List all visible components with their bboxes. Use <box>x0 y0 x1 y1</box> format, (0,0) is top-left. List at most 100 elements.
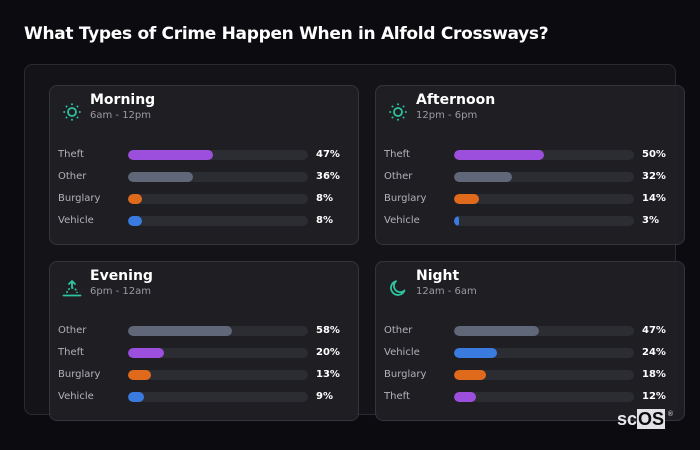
bar-track <box>454 172 634 182</box>
bar-value: 3% <box>642 215 659 226</box>
bar-label: Vehicle <box>58 391 94 402</box>
bar-fill <box>128 172 193 182</box>
bar-label: Theft <box>384 391 410 402</box>
scos-logo: scOS ® <box>617 409 673 429</box>
bar-fill <box>454 326 539 336</box>
page-title: What Types of Crime Happen When in Alfol… <box>24 24 549 44</box>
bar-value: 20% <box>316 347 340 358</box>
bar-value: 47% <box>316 149 340 160</box>
bar-value: 9% <box>316 391 333 402</box>
card-time-range: 12pm - 6pm <box>416 110 478 121</box>
bar-value: 8% <box>316 215 333 226</box>
bar-track <box>128 370 308 380</box>
bar-track <box>128 150 308 160</box>
card-time-range: 6am - 12pm <box>90 110 152 121</box>
bar-label: Other <box>384 325 413 336</box>
registered-mark: ® <box>667 411 674 418</box>
bar-track <box>454 150 634 160</box>
card-time-range: 6pm - 12am <box>90 286 152 297</box>
card-time-range: 12am - 6am <box>416 286 477 297</box>
bar-label: Vehicle <box>384 215 420 226</box>
bar-row-other: Other 58% <box>58 324 358 346</box>
moon-icon <box>390 280 406 296</box>
card-title: Night <box>416 268 460 284</box>
card-morning: Morning 6am - 12pm Theft 47% Other 36% Burgl… <box>49 85 359 245</box>
bar-fill <box>128 370 152 380</box>
bar-fill <box>454 150 544 160</box>
bar-row-vehicle: Vehicle 3% <box>384 214 684 236</box>
bar-fill <box>454 194 480 204</box>
bar-row-burglary: Burglary 13% <box>58 368 358 390</box>
bar-row-vehicle: Vehicle 9% <box>58 390 358 412</box>
bar-list: Theft 47% Other 36% Burglary 8% Vehicle 8% <box>58 148 358 236</box>
bar-track <box>454 326 634 336</box>
bar-track <box>454 348 634 358</box>
bar-value: 13% <box>316 369 340 380</box>
bar-fill <box>128 150 213 160</box>
bar-label: Other <box>384 171 413 182</box>
bar-value: 18% <box>642 369 666 380</box>
bar-fill <box>454 392 476 402</box>
bar-list: Other 58% Theft 20% Burglary 13% Vehicle 9% <box>58 324 358 412</box>
bar-value: 50% <box>642 149 666 160</box>
bar-fill <box>128 216 143 226</box>
bar-row-vehicle: Vehicle 8% <box>58 214 358 236</box>
bar-row-theft: Theft 50% <box>384 148 684 170</box>
bar-row-other: Other 32% <box>384 170 684 192</box>
bar-fill <box>454 348 498 358</box>
bar-row-theft: Theft 20% <box>58 346 358 368</box>
bar-value: 58% <box>316 325 340 336</box>
bar-fill <box>454 216 460 226</box>
bar-row-burglary: Burglary 8% <box>58 192 358 214</box>
card-title: Morning <box>90 92 156 108</box>
bar-track <box>454 216 634 226</box>
bar-fill <box>128 348 164 358</box>
bar-list: Theft 50% Other 32% Burglary 14% Vehicle 3% <box>384 148 684 236</box>
bar-label: Vehicle <box>58 215 94 226</box>
bar-track <box>128 392 308 402</box>
bar-row-burglary: Burglary 14% <box>384 192 684 214</box>
bar-value: 47% <box>642 325 666 336</box>
bar-label: Other <box>58 171 87 182</box>
card-afternoon: Afternoon 12pm - 6pm Theft 50% Other 32% Bur… <box>375 85 685 245</box>
bar-fill <box>128 194 143 204</box>
card-night: Night 12am - 6am Other 47% Vehicle 24% Burgl… <box>375 261 685 421</box>
bar-track <box>128 194 308 204</box>
bar-label: Burglary <box>384 193 427 204</box>
bar-row-theft: Theft 47% <box>58 148 358 170</box>
bar-value: 36% <box>316 171 340 182</box>
bar-fill <box>454 370 487 380</box>
card-title: Evening <box>90 268 153 284</box>
bar-row-other: Other 47% <box>384 324 684 346</box>
bar-label: Theft <box>58 347 84 358</box>
bar-fill <box>454 172 512 182</box>
bar-value: 32% <box>642 171 666 182</box>
bar-value: 8% <box>316 193 333 204</box>
logo-prefix: sc <box>617 409 638 429</box>
bar-track <box>128 326 308 336</box>
bar-value: 14% <box>642 193 666 204</box>
sun-icon <box>389 103 407 121</box>
bar-value: 12% <box>642 391 666 402</box>
bar-label: Vehicle <box>384 347 420 358</box>
bar-row-theft: Theft 12% <box>384 390 684 412</box>
bar-fill <box>128 392 145 402</box>
bar-track <box>128 348 308 358</box>
bar-row-vehicle: Vehicle 24% <box>384 346 684 368</box>
bar-track <box>454 194 634 204</box>
bar-track <box>128 216 308 226</box>
bar-label: Theft <box>58 149 84 160</box>
card-title: Afternoon <box>416 92 496 108</box>
bar-track <box>454 392 634 402</box>
bar-track <box>128 172 308 182</box>
bar-label: Burglary <box>384 369 427 380</box>
bar-row-other: Other 36% <box>58 170 358 192</box>
sunset-icon <box>62 280 82 297</box>
bar-label: Other <box>58 325 87 336</box>
card-evening: Evening 6pm - 12am Other 58% Theft 20% Burgl… <box>49 261 359 421</box>
bar-value: 24% <box>642 347 666 358</box>
bar-row-burglary: Burglary 18% <box>384 368 684 390</box>
logo-suffix: OS <box>637 409 666 429</box>
sun-icon <box>63 103 81 121</box>
bar-list: Other 47% Vehicle 24% Burglary 18% Theft 12% <box>384 324 684 412</box>
